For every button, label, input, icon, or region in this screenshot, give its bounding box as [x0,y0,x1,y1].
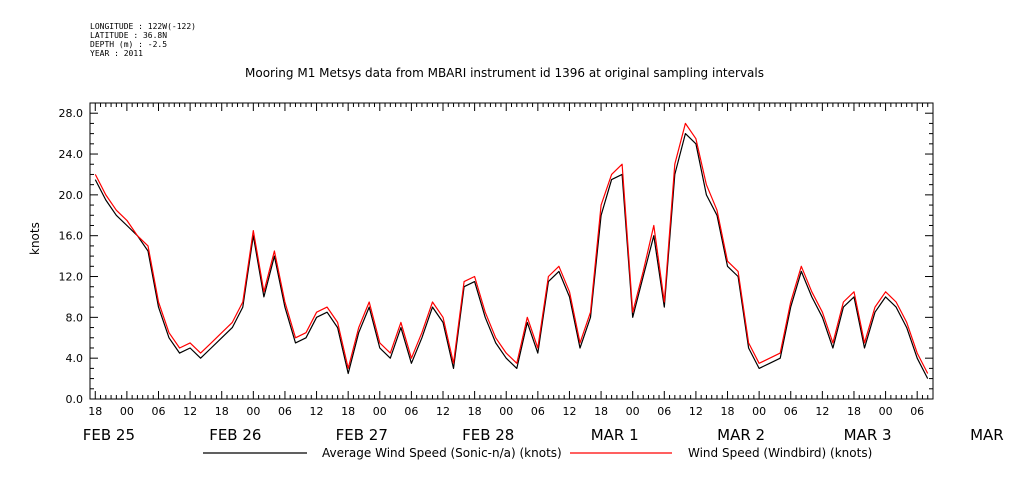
x-tick-label: 06 [151,405,165,418]
x-tick-label: 18 [88,405,102,418]
y-tick-label: 24.0 [59,148,84,161]
x-tick-label: 00 [246,405,260,418]
x-tick-label: 06 [657,405,671,418]
x-tick-label: 18 [341,405,355,418]
x-tick-label: 18 [721,405,735,418]
meta-depth: DEPTH (m) : -2.5 [90,40,168,49]
meta-latitude: LATITUDE : 36.8N [90,31,168,40]
x-day-label: MAR 1 [591,426,639,444]
x-tick-label: 12 [436,405,450,418]
meta-longitude: LONGITUDE : 122W(-122) [90,22,196,31]
x-tick-label: 12 [689,405,703,418]
x-day-label: MAR 3 [844,426,892,444]
series-windbird-wind-speed-line [94,122,929,374]
x-tick-label: 00 [879,405,893,418]
y-tick-label: 16.0 [59,230,84,243]
x-tick-label: 00 [120,405,134,418]
x-day-label: FEB 26 [209,426,261,444]
x-day-label: FEB 25 [83,426,135,444]
meta-year: YEAR : 2011 [90,49,143,58]
x-tick-label: 06 [531,405,545,418]
x-tick-label: 18 [594,405,608,418]
legend-label-windbird-wind-speed: Wind Speed (Windbird) (knots) [688,446,873,460]
x-tick-label: 12 [562,405,576,418]
x-tick-label: 00 [373,405,387,418]
x-day-label: FEB 27 [336,426,388,444]
x-day-label: FEB 28 [462,426,514,444]
x-tick-label: 06 [278,405,292,418]
legend-label-average-wind-speed: Average Wind Speed (Sonic-n/a) (knots) [322,446,562,460]
y-tick-label: 20.0 [59,189,84,202]
y-tick-label: 0.0 [66,393,84,406]
y-tick-label: 28.0 [59,107,84,120]
y-tick-label: 4.0 [66,352,84,365]
x-tick-label: 06 [910,405,924,418]
plot-frame [89,102,934,400]
x-tick-label: 18 [468,405,482,418]
x-tick-label: 12 [310,405,324,418]
x-day-label: MAR 2 [717,426,765,444]
chart-title: Mooring M1 Metsys data from MBARI instru… [245,66,764,80]
x-tick-label: 00 [752,405,766,418]
x-tick-label: 06 [784,405,798,418]
x-tick-label: 12 [815,405,829,418]
x-tick-label: 18 [215,405,229,418]
x-tick-label: 00 [626,405,640,418]
x-day-label: MAR 4 [970,426,1009,444]
x-tick-label: 18 [847,405,861,418]
y-tick-label: 8.0 [66,311,84,324]
x-tick-label: 12 [183,405,197,418]
series-average-wind-speed-line [94,133,929,379]
y-tick-label: 12.0 [59,271,84,284]
x-tick-label: 00 [499,405,513,418]
x-tick-label: 06 [404,405,418,418]
